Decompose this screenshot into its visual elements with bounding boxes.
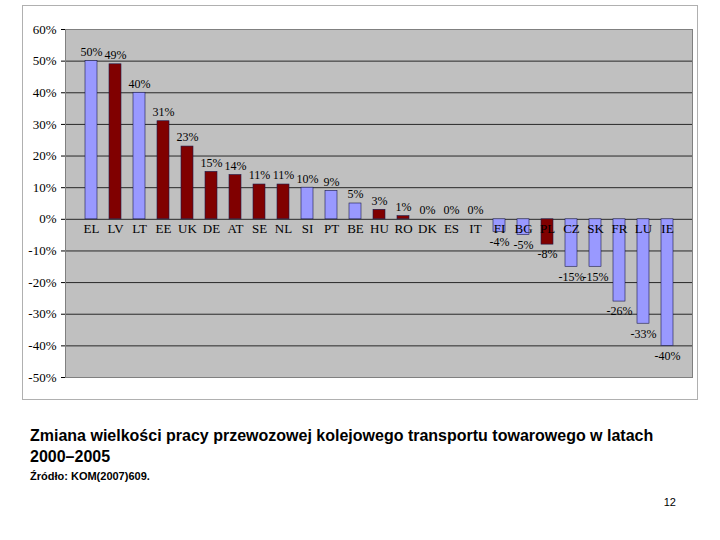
svg-text:1%: 1% (396, 200, 412, 214)
svg-text:0%: 0% (420, 203, 436, 217)
svg-text:50%: 50% (81, 45, 103, 59)
svg-text:50%: 50% (33, 53, 57, 68)
html-text:12: 12 (663, 496, 676, 508)
svg-text:23%: 23% (177, 130, 199, 144)
svg-text:-33%: -33% (631, 327, 657, 341)
svg-text:SI: SI (302, 221, 314, 236)
svg-text:EE: EE (156, 221, 172, 236)
svg-text:0%: 0% (468, 203, 484, 217)
svg-text:EL: EL (84, 221, 100, 236)
svg-text:30%: 30% (33, 117, 57, 132)
svg-text:10%: 10% (33, 180, 57, 195)
svg-text:-40%: -40% (28, 338, 56, 353)
svg-text:-20%: -20% (28, 275, 56, 290)
svg-text:14%: 14% (225, 159, 247, 173)
svg-text:0%: 0% (39, 211, 57, 226)
svg-text:10%: 10% (297, 172, 319, 186)
svg-text:LT: LT (132, 221, 147, 236)
svg-text:SE: SE (252, 221, 267, 236)
svg-text:-50%: -50% (28, 370, 56, 385)
svg-text:-26%: -26% (607, 304, 633, 318)
svg-text:-10%: -10% (28, 243, 56, 258)
svg-text:FR: FR (612, 221, 628, 236)
svg-text:20%: 20% (33, 148, 57, 163)
svg-text:5%: 5% (348, 187, 364, 201)
svg-text:40%: 40% (129, 77, 151, 91)
svg-text:-15%: -15% (559, 270, 585, 284)
svg-text:CZ: CZ (563, 221, 580, 236)
svg-text:DK: DK (418, 221, 437, 236)
svg-text:IT: IT (469, 221, 481, 236)
svg-text:-15%: -15% (583, 270, 609, 284)
svg-text:-40%: -40% (655, 349, 681, 363)
html-text:Źródło: KOM(2007)609.: Źródło: KOM(2007)609. (30, 470, 150, 482)
svg-text:FI: FI (493, 221, 506, 237)
svg-text:ES: ES (444, 221, 459, 236)
svg-text:11%: 11% (249, 168, 271, 182)
svg-text:IE: IE (661, 221, 673, 236)
svg-text:9%: 9% (324, 175, 340, 189)
html-text:Zmiana wielkości pracy przewoz: Zmiana wielkości pracy przewozowej kolej… (30, 427, 654, 465)
svg-text:HU: HU (370, 221, 389, 236)
svg-text:3%: 3% (372, 194, 388, 208)
svg-text:PT: PT (324, 221, 339, 236)
svg-text:-30%: -30% (28, 306, 56, 321)
svg-text:UK: UK (178, 221, 197, 236)
svg-text:BG: BG (514, 221, 532, 236)
svg-text:0%: 0% (444, 203, 460, 217)
svg-text:60%: 60% (33, 22, 57, 37)
svg-text:-8%: -8% (538, 247, 558, 261)
svg-text:SK: SK (587, 221, 604, 236)
svg-text:40%: 40% (33, 85, 57, 100)
svg-text:11%: 11% (273, 168, 295, 182)
svg-text:-4%: -4% (490, 235, 510, 249)
svg-text:49%: 49% (105, 48, 127, 62)
svg-text:BE: BE (347, 221, 364, 236)
svg-text:DE: DE (203, 221, 220, 236)
svg-text:LU: LU (635, 221, 653, 236)
svg-text:15%: 15% (201, 156, 223, 170)
svg-text:NL: NL (275, 221, 292, 236)
svg-text:PL: PL (540, 221, 555, 236)
svg-text:31%: 31% (153, 105, 175, 119)
svg-text:-5%: -5% (514, 238, 534, 252)
svg-text:RO: RO (394, 221, 412, 236)
svg-text:LV: LV (107, 221, 124, 236)
svg-text:AT: AT (228, 221, 244, 236)
